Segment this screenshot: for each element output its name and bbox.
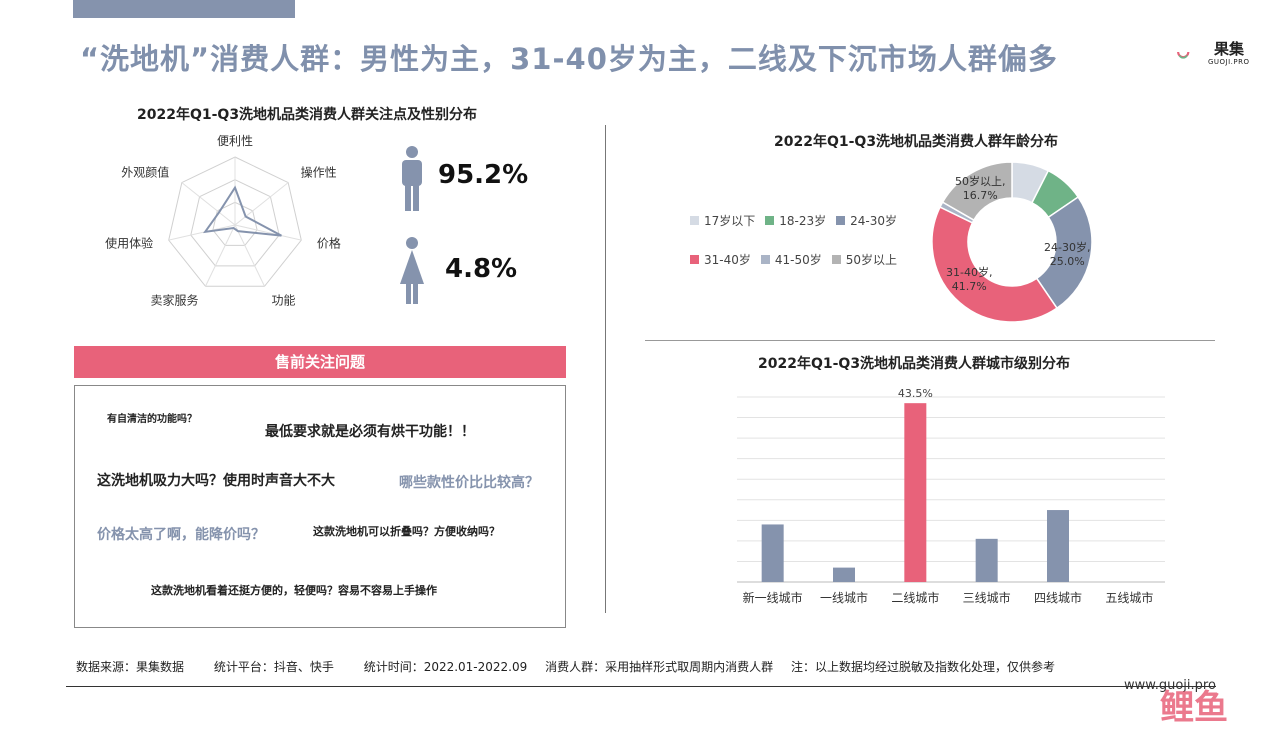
age-chart-title: 2022年Q1-Q3洗地机品类消费人群年龄分布	[774, 134, 1059, 150]
age-legend: 17岁以下 18-23岁 24-30岁 31-40岁 41-50岁 50岁以上	[690, 212, 900, 268]
radar-axis	[205, 224, 236, 287]
bar	[761, 524, 784, 582]
presale-questions-box: 有自清洁的功能吗？ 最低要求就是必须有烘干功能！！ 这洗地机吸力大吗？使用时声音…	[74, 385, 566, 628]
radar-label: 外观颜值	[121, 165, 169, 180]
bar-category-label: 二线城市	[891, 590, 939, 605]
radar-label: 价格	[317, 236, 341, 251]
radar-series	[203, 185, 282, 237]
radar-label: 卖家服务	[151, 293, 199, 308]
question-item: 最低要求就是必须有烘干功能！！	[265, 424, 475, 440]
vertical-divider	[605, 125, 606, 613]
radar-grid-ring	[212, 201, 258, 246]
question-item: 这洗地机吸力大吗？使用时声音大不大	[97, 473, 335, 489]
bar	[1047, 510, 1069, 582]
female-percentage: 4.8%	[445, 254, 518, 284]
bar-category-label: 三线城市	[963, 590, 1011, 605]
horizontal-divider	[645, 340, 1215, 341]
footer-notes: 数据来源：果集数据 统计平台：抖音、快手 统计时间：2022.01-2022.0…	[76, 658, 1081, 675]
radar-label: 便利性	[217, 134, 253, 148]
legend-item: 50岁以上	[831, 251, 897, 268]
page-title: “洗地机”消费人群：男性为主，31-40岁为主，二线及下沉市场人群偏多	[80, 42, 1058, 76]
bar-category-label: 新一线城市	[743, 590, 803, 605]
radar-label: 功能	[271, 294, 295, 308]
radar-axis	[234, 224, 265, 287]
question-item: 有自清洁的功能吗？	[107, 414, 197, 425]
donut-label-31-40: 31-40岁, 41.7%	[946, 266, 993, 293]
footer-url[interactable]: www.guoji.pro	[1124, 678, 1216, 693]
bar	[975, 538, 998, 582]
bar-category-label: 一线城市	[820, 590, 868, 605]
legend-item: 18-23岁	[765, 212, 826, 229]
radar-grid-ring	[168, 156, 302, 287]
bar-value-label: 43.5%	[898, 387, 933, 400]
male-icon	[398, 145, 426, 217]
top-accent-bar	[73, 0, 295, 18]
bar-category-label: 五线城市	[1105, 590, 1153, 605]
donut-slice	[931, 206, 1059, 323]
logo-text: 果集	[1214, 40, 1245, 58]
bar	[904, 403, 927, 582]
radar-axis	[234, 224, 302, 241]
bar	[833, 567, 855, 582]
footer-note: 注：以上数据均经过脱敏及指数化处理，仅供参考	[790, 660, 1055, 674]
radar-label: 操作性	[301, 165, 337, 180]
city-chart-title: 2022年Q1-Q3洗地机品类消费人群城市级别分布	[758, 356, 1071, 372]
question-item: 哪些款性价比比较高？	[399, 475, 539, 491]
radar-axis	[181, 182, 236, 226]
footer-audience: 消费人群：采用抽样形式取周期内消费人群	[545, 660, 774, 674]
question-item: 这款洗地机看着还挺方便的，轻便吗？容易不容易上手操作	[151, 584, 437, 597]
question-item: 这款洗地机可以折叠吗？方便收纳吗？	[313, 525, 500, 538]
donut-label-24-30: 24-30岁, 25.0%	[1044, 241, 1091, 268]
footer-platform: 统计平台：抖音、快手	[213, 660, 334, 674]
radar-label: 使用体验	[105, 236, 153, 251]
presale-header: 售前关注问题	[74, 346, 566, 378]
radar-chart-title: 2022年Q1-Q3洗地机品类消费人群关注点及性别分布	[137, 107, 478, 123]
question-item: 价格太高了啊，能降价吗？	[97, 527, 265, 543]
footer-time: 统计时间：2022.01-2022.09	[363, 660, 528, 674]
radar-grid-ring	[190, 179, 280, 267]
donut-slice	[941, 161, 1013, 222]
legend-item: 17岁以下	[690, 212, 755, 229]
bar-category-label: 四线城市	[1034, 590, 1082, 605]
legend-item: 41-50岁	[760, 251, 822, 268]
age-donut-chart	[931, 161, 1093, 323]
radar-axis	[168, 224, 236, 241]
radar-axis	[234, 182, 289, 226]
legend-item: 31-40岁	[690, 251, 751, 268]
donut-label-50plus: 50岁以上, 16.7%	[955, 175, 1006, 202]
male-percentage: 95.2%	[438, 160, 529, 190]
city-bar-chart: 新一线城市 一线城市 二线城市 43.5% 三线城市 四线城市 五线城市	[737, 387, 1165, 605]
legend-item: 24-30岁	[836, 212, 897, 229]
female-icon	[396, 236, 428, 310]
footer-source: 数据来源：果集数据	[76, 660, 185, 674]
logo-subtext: GUOJI.PRO	[1208, 58, 1250, 66]
guoji-logo-icon	[1177, 51, 1190, 59]
footer-divider	[66, 686, 1216, 687]
watermark-logo: 鲤鱼	[1160, 688, 1228, 728]
